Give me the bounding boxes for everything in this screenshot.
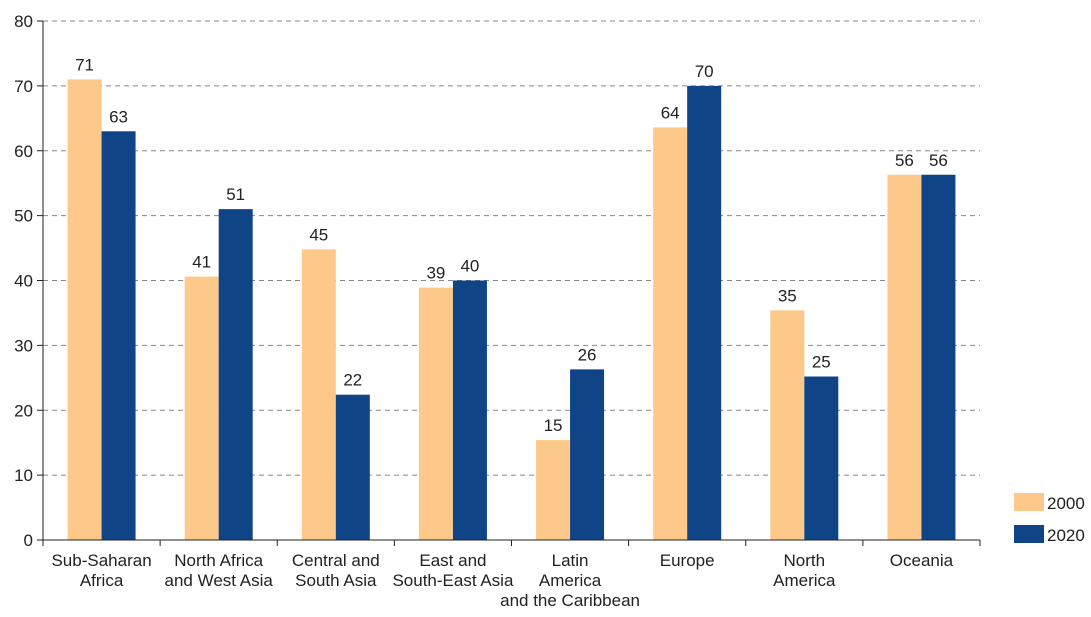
data-label: 26 — [578, 345, 597, 364]
data-label: 45 — [309, 225, 328, 244]
bar-2020 — [687, 85, 722, 540]
bar-2000 — [418, 287, 453, 540]
bar-2020 — [335, 394, 370, 540]
y-tick-label: 70 — [14, 77, 33, 96]
legend-label: 2000 — [1047, 494, 1085, 513]
y-tick-label: 10 — [14, 466, 33, 485]
y-tick-label: 30 — [14, 336, 33, 355]
x-category-label: East and — [419, 551, 486, 570]
bar-2020 — [570, 369, 605, 540]
y-tick-label: 0 — [24, 531, 33, 550]
y-tick-label: 40 — [14, 272, 33, 291]
data-label: 64 — [661, 103, 680, 122]
gridlines — [43, 20, 980, 476]
bar-2020 — [452, 280, 487, 540]
data-label: 63 — [109, 107, 128, 126]
x-category-label: South-East Asia — [392, 571, 514, 590]
y-tick-label: 20 — [14, 401, 33, 420]
bar-2020 — [921, 174, 956, 540]
y-tick-label: 60 — [14, 142, 33, 161]
bar-2000 — [536, 440, 571, 540]
data-label: 39 — [426, 264, 445, 283]
data-label: 15 — [544, 416, 563, 435]
x-category-label: Central and — [292, 551, 380, 570]
bars: 71 63 41 51 45 22 39 40 15 26 64 70 35 25 56 56 — [67, 55, 956, 541]
data-label: 70 — [695, 62, 714, 81]
data-label: 41 — [192, 253, 211, 272]
x-category-label: Oceania — [890, 551, 954, 570]
legend-swatch-2000 — [1014, 493, 1044, 511]
x-category-label: and West Asia — [165, 571, 274, 590]
legend: 2000 2020 — [1014, 493, 1085, 545]
data-label: 35 — [778, 286, 797, 305]
bar-2000 — [67, 79, 102, 540]
x-category-label: Europe — [660, 551, 715, 570]
bar-2000 — [653, 127, 688, 541]
x-category-label: Sub-Saharan — [51, 551, 151, 570]
bar-2000 — [770, 310, 805, 540]
bar-2020 — [218, 209, 253, 540]
x-category-label: North — [784, 551, 826, 570]
x-category-label: Africa — [80, 571, 124, 590]
x-category-label: and the Caribbean — [500, 591, 640, 610]
data-label: 56 — [929, 151, 948, 170]
bar-2000 — [887, 174, 922, 540]
data-label: 56 — [895, 151, 914, 170]
legend-label: 2020 — [1047, 526, 1085, 545]
x-category-label: America — [539, 571, 602, 590]
bar-2000 — [301, 249, 336, 541]
x-category-label: North Africa — [174, 551, 263, 570]
data-label: 25 — [812, 353, 831, 372]
y-tick-label: 80 — [14, 12, 33, 31]
legend-swatch-2020 — [1014, 525, 1044, 543]
x-category-label: America — [773, 571, 836, 590]
x-category-label: South Asia — [295, 571, 377, 590]
bar-2020 — [101, 131, 136, 540]
x-category-label: Latin — [552, 551, 589, 570]
bar-2000 — [184, 276, 219, 540]
bar-2020 — [804, 376, 839, 540]
y-tick-label: 50 — [14, 207, 33, 226]
data-label: 51 — [226, 185, 245, 204]
data-label: 40 — [460, 257, 479, 276]
data-label: 22 — [343, 371, 362, 390]
data-label: 71 — [75, 55, 94, 74]
y-axis: 0 10 20 30 40 50 60 70 80 — [14, 12, 44, 550]
